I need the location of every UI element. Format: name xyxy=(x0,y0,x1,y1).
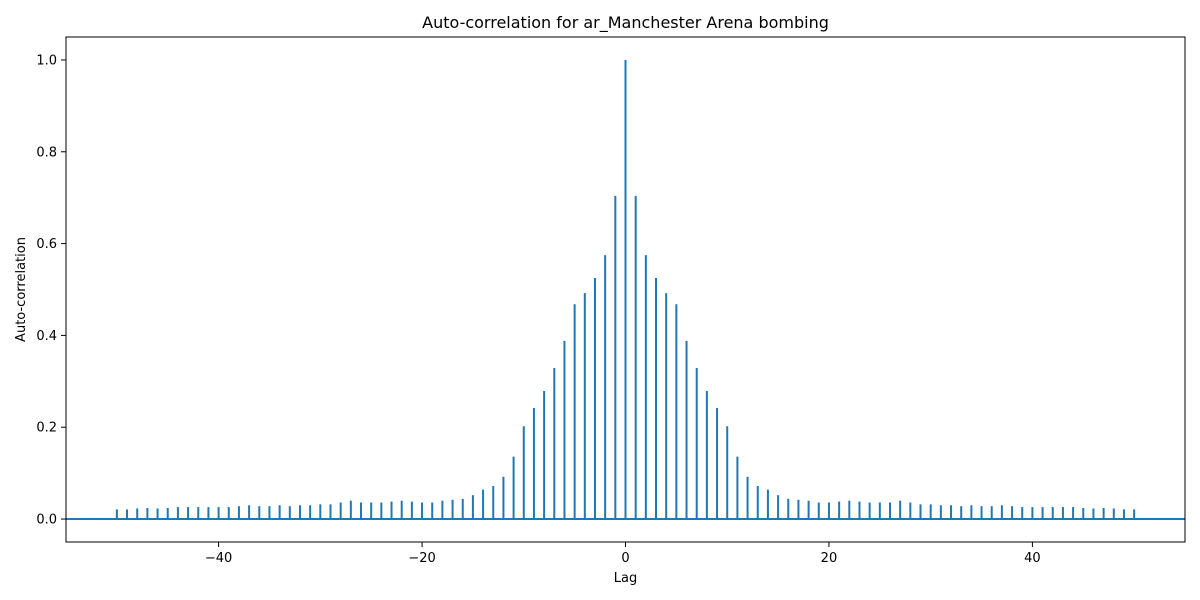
ticks-layer: −40 −20 0 20 40 0.0 0.2 0.4 0.6 0.8 1.0 xyxy=(36,53,1040,566)
y-tick-label: 0.4 xyxy=(36,329,57,344)
y-axis-label: Auto-correlation xyxy=(14,237,29,342)
stems-layer xyxy=(115,59,1136,520)
x-tick-label: −20 xyxy=(408,551,435,566)
y-tick-label: 0.0 xyxy=(36,513,57,528)
y-tick-label: 1.0 xyxy=(36,53,57,68)
y-tick-label: 0.8 xyxy=(36,145,57,160)
plot-frame xyxy=(65,36,1186,543)
y-tick-label: 0.6 xyxy=(36,237,57,252)
x-tick-label: −40 xyxy=(205,551,232,566)
x-tick-label: 40 xyxy=(1024,551,1041,566)
x-tick-label: 20 xyxy=(821,551,838,566)
y-tick-label: 0.2 xyxy=(36,421,57,436)
x-tick-label: 0 xyxy=(621,551,629,566)
x-axis-label: Lag xyxy=(614,571,637,586)
chart-title: Auto-correlation for ar_Manchester Arena… xyxy=(422,13,829,33)
